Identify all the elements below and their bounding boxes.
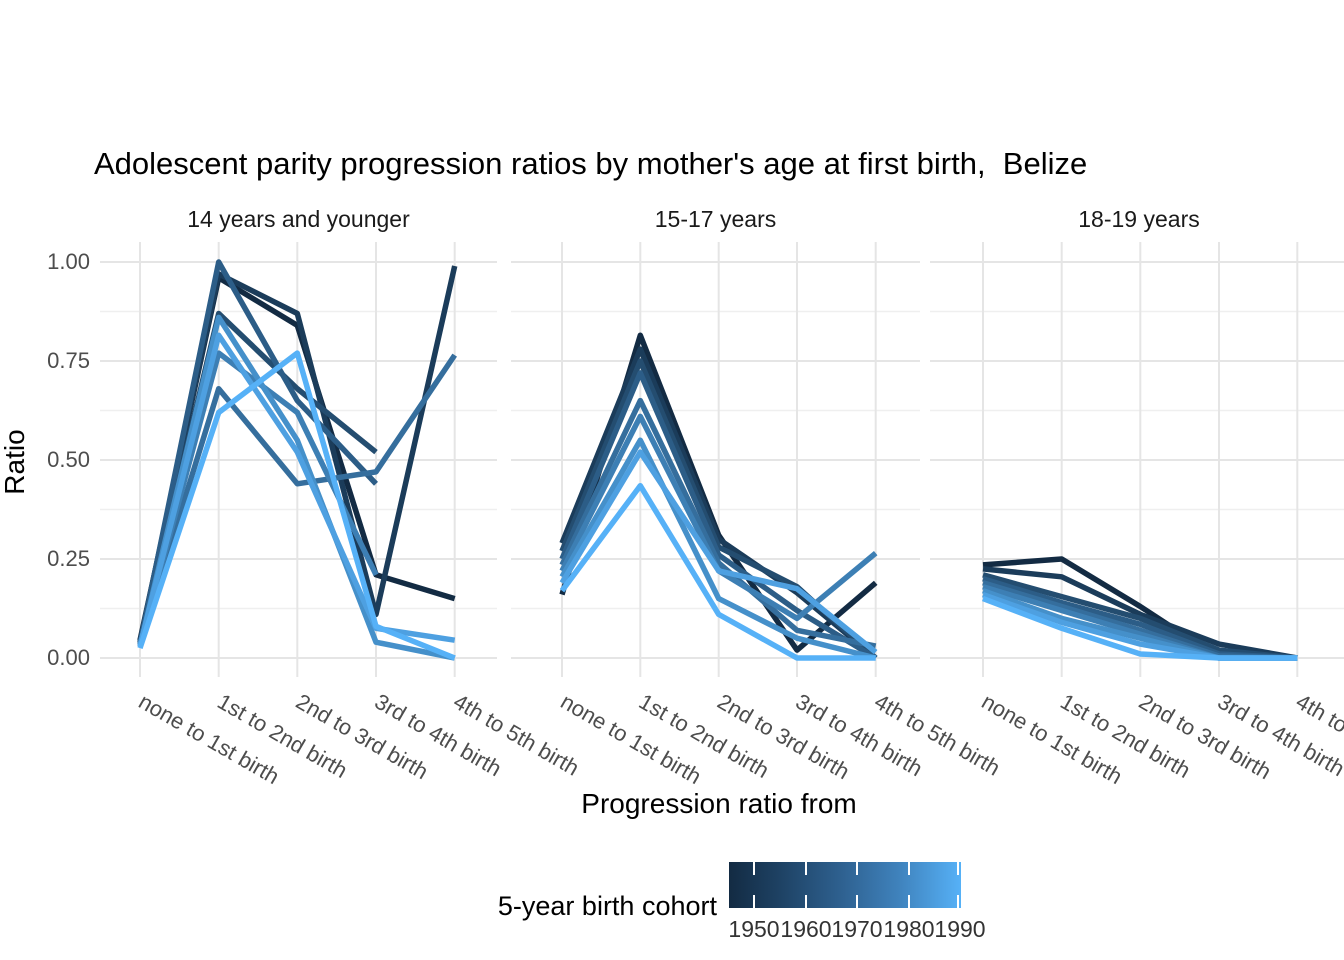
legend-tick-label: 1960 <box>780 916 832 942</box>
series-line-1990-facet-0 <box>137 350 456 661</box>
series-line-1980-facet-0 <box>137 314 456 661</box>
legend-tick-label: 1990 <box>934 916 986 942</box>
series-line-1955-facet-1 <box>559 346 878 661</box>
series-line-1985-facet-1 <box>559 449 878 655</box>
series-line-1990-facet-2 <box>982 596 1298 661</box>
legend-tick-label: 1980 <box>883 916 935 942</box>
series-line-1985-facet-0 <box>137 332 456 647</box>
series-line-1965-facet-0 <box>137 259 378 645</box>
y-tick-label: 0.75 <box>47 348 90 373</box>
colorbar-tick <box>856 895 858 908</box>
x-axis-title: Progression ratio from <box>581 788 857 819</box>
series-line-1990-facet-1 <box>559 482 876 661</box>
x-tick-label: 2nd to 3rd birth <box>292 689 433 785</box>
series-line-1970-facet-0 <box>137 353 457 645</box>
y-tick-label: 0.25 <box>47 546 90 571</box>
y-tick-label: 0.00 <box>47 645 90 670</box>
legend-tick-label: 1950 <box>728 916 780 942</box>
facet-label-18-19: 18-19 years <box>1078 206 1200 232</box>
colorbar-tick <box>908 862 910 875</box>
y-tick-label: 0.50 <box>47 447 90 472</box>
legend-colorbar <box>729 862 961 908</box>
colorbar-tick <box>753 862 755 875</box>
colorbar-tick <box>753 895 755 908</box>
facet-label-14-and-younger: 14 years and younger <box>187 206 410 232</box>
colorbar-tick <box>957 862 959 875</box>
x-tick-label: none to 1st birth <box>557 689 706 790</box>
facet-label-15-17: 15-17 years <box>654 206 777 232</box>
colorbar-tick <box>957 895 959 908</box>
series-line-1970-facet-1 <box>559 397 877 649</box>
chart-title: Adolescent parity progression ratios by … <box>94 146 1088 181</box>
colorbar-tick <box>908 895 910 908</box>
series-line-1955-facet-2 <box>982 566 1298 661</box>
x-tick-label: 2nd to 3rd birth <box>1135 689 1276 785</box>
series-line-1980-facet-1 <box>559 437 877 661</box>
x-tick-label: 2nd to 3rd birth <box>713 689 854 785</box>
colorbar-tick <box>856 862 858 875</box>
y-tick-label: 1.00 <box>47 249 90 274</box>
x-tick-label: none to 1st birth <box>978 689 1127 790</box>
series-line-1965-facet-1 <box>559 370 878 661</box>
colorbar-tick <box>805 862 807 875</box>
legend-tick-label: 1970 <box>831 916 883 942</box>
legend-title: 5-year birth cohort <box>497 891 717 921</box>
colorbar-tick <box>805 895 807 908</box>
x-tick-label: none to 1st birth <box>135 689 284 790</box>
